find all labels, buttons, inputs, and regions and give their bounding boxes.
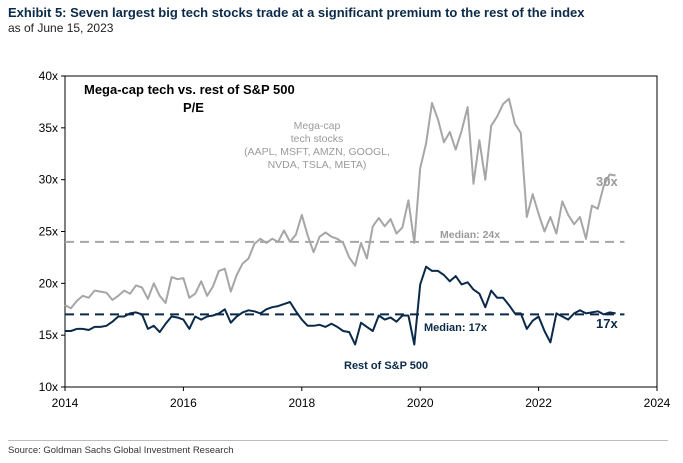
median-lines xyxy=(65,240,625,316)
x-tick-label: 2024 xyxy=(644,396,671,410)
y-tick-label: 15x xyxy=(39,328,58,342)
x-tick-label: 2014 xyxy=(52,396,79,410)
exhibit-subtitle: as of June 15, 2023 xyxy=(8,21,114,35)
megacap-label-line-3: (AAPL, MSFT, AMZN, GOOGL, xyxy=(244,146,390,158)
rest-series-label: Rest of S&P 500 xyxy=(344,360,428,372)
y-tick-label: 10x xyxy=(39,380,58,394)
x-tick-label: 2022 xyxy=(525,396,552,410)
rest-pe-line xyxy=(65,265,616,346)
rest-end-label: 17x xyxy=(596,316,618,331)
y-tick-label: 30x xyxy=(39,173,58,187)
megacap-median-label: Median: 24x xyxy=(440,229,500,241)
megacap-pe-line xyxy=(64,97,616,310)
source-note: Source: Goldman Sachs Global Investment … xyxy=(8,445,234,456)
exhibit-title: Exhibit 5: Seven largest big tech stocks… xyxy=(8,5,585,20)
y-tick-label: 20x xyxy=(39,276,58,290)
x-tick-label: 2020 xyxy=(407,396,434,410)
chart-subtitle: P/E xyxy=(183,100,204,115)
x-tick-label: 2016 xyxy=(170,396,197,410)
y-tick-label: 35x xyxy=(39,121,58,135)
y-axis: 10x 15x 20x 25x 30x 35x 40x xyxy=(39,69,65,394)
series-lines xyxy=(64,97,616,346)
megacap-end-label: 30x xyxy=(596,174,618,189)
megacap-label-line-1: Mega-cap xyxy=(294,120,341,132)
chart-title: Mega-cap tech vs. rest of S&P 500 xyxy=(84,82,295,97)
x-axis: 2014 2016 2018 2020 2022 2024 xyxy=(52,387,671,410)
x-tick-label: 2018 xyxy=(288,396,315,410)
y-tick-label: 40x xyxy=(39,69,58,83)
megacap-label-line-2: tech stocks xyxy=(291,133,344,145)
rest-median-label: Median: 17x xyxy=(424,322,488,334)
plot-frame xyxy=(64,75,658,388)
plot-border xyxy=(64,75,658,388)
megacap-label-line-4: NVDA, TSLA, META) xyxy=(268,159,367,171)
source-divider xyxy=(8,440,668,441)
y-tick-label: 25x xyxy=(39,225,58,239)
